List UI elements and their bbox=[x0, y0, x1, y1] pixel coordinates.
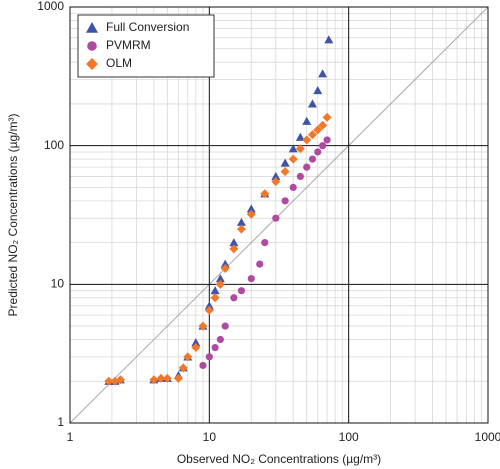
data-point bbox=[215, 279, 225, 289]
data-point bbox=[260, 189, 270, 199]
data-point bbox=[104, 376, 114, 386]
x-tick-label: 1 bbox=[67, 430, 74, 444]
x-tick-label: 100 bbox=[339, 430, 359, 444]
data-point bbox=[156, 373, 166, 383]
legend-box bbox=[77, 14, 215, 78]
data-point bbox=[247, 274, 255, 283]
data-point bbox=[220, 264, 230, 274]
data-point bbox=[204, 301, 214, 310]
data-point bbox=[324, 35, 334, 44]
data-point bbox=[314, 148, 322, 156]
data-point bbox=[307, 130, 317, 140]
data-point bbox=[220, 259, 230, 268]
y-tick-label: 100 bbox=[44, 138, 64, 152]
data-point bbox=[295, 144, 305, 154]
data-point bbox=[318, 120, 328, 130]
data-point bbox=[289, 183, 297, 192]
data-point bbox=[216, 335, 224, 344]
data-point bbox=[318, 69, 328, 78]
y-tick-label: 1000 bbox=[37, 0, 64, 13]
data-point bbox=[229, 238, 239, 247]
data-point bbox=[256, 260, 264, 268]
data-point bbox=[272, 214, 280, 222]
data-point bbox=[178, 363, 188, 373]
x-axis-label: Observed NO₂ Concentrations (µg/m³) bbox=[177, 452, 381, 466]
data-point bbox=[149, 375, 159, 385]
y-axis-label: Predicted NO₂ Concentrations (µg/m³) bbox=[6, 114, 20, 317]
x-tick-label: 1000 bbox=[475, 430, 500, 444]
data-point bbox=[308, 155, 317, 163]
data-point bbox=[322, 112, 332, 122]
data-point bbox=[288, 154, 298, 164]
data-point bbox=[281, 197, 289, 205]
one-to-one-line bbox=[69, 6, 489, 424]
data-point bbox=[323, 136, 331, 144]
data-point bbox=[280, 158, 290, 167]
data-point bbox=[115, 375, 125, 385]
data-point bbox=[246, 204, 256, 213]
legend-marker bbox=[86, 58, 98, 70]
data-point bbox=[271, 177, 281, 187]
data-point bbox=[205, 353, 213, 361]
data-point bbox=[191, 343, 201, 353]
data-point bbox=[302, 135, 312, 145]
y-tick-label: 1 bbox=[57, 415, 64, 429]
data-point bbox=[313, 85, 323, 95]
data-point bbox=[271, 171, 281, 181]
data-point bbox=[236, 224, 246, 234]
legend-label: PVMRM bbox=[106, 38, 151, 52]
legend-marker bbox=[86, 22, 98, 33]
data-point bbox=[296, 172, 304, 181]
data-point bbox=[295, 132, 305, 141]
data-point bbox=[199, 361, 207, 370]
data-point bbox=[307, 99, 317, 108]
legend-label: OLM bbox=[106, 56, 132, 70]
legend-marker bbox=[87, 41, 97, 51]
data-point bbox=[288, 144, 298, 153]
legend-label: Full Conversion bbox=[106, 20, 189, 34]
data-point bbox=[221, 322, 229, 330]
data-point bbox=[313, 125, 323, 135]
data-point bbox=[204, 305, 214, 315]
x-tick-label: 10 bbox=[203, 430, 217, 444]
data-point bbox=[246, 209, 256, 219]
data-point bbox=[210, 286, 220, 295]
y-tick-label: 10 bbox=[51, 277, 65, 291]
data-point bbox=[261, 238, 269, 247]
data-point bbox=[215, 274, 225, 283]
data-point bbox=[237, 287, 246, 295]
data-point bbox=[236, 217, 246, 226]
data-point bbox=[230, 294, 238, 302]
data-point bbox=[318, 142, 327, 150]
data-point bbox=[183, 352, 193, 362]
data-point bbox=[280, 167, 290, 177]
data-point bbox=[198, 321, 208, 331]
data-point bbox=[303, 163, 311, 171]
data-point bbox=[210, 293, 220, 303]
data-point bbox=[302, 116, 312, 125]
data-point bbox=[191, 338, 201, 347]
data-point bbox=[162, 373, 172, 383]
data-point bbox=[229, 244, 239, 254]
data-point bbox=[173, 373, 183, 383]
data-point bbox=[211, 343, 219, 352]
